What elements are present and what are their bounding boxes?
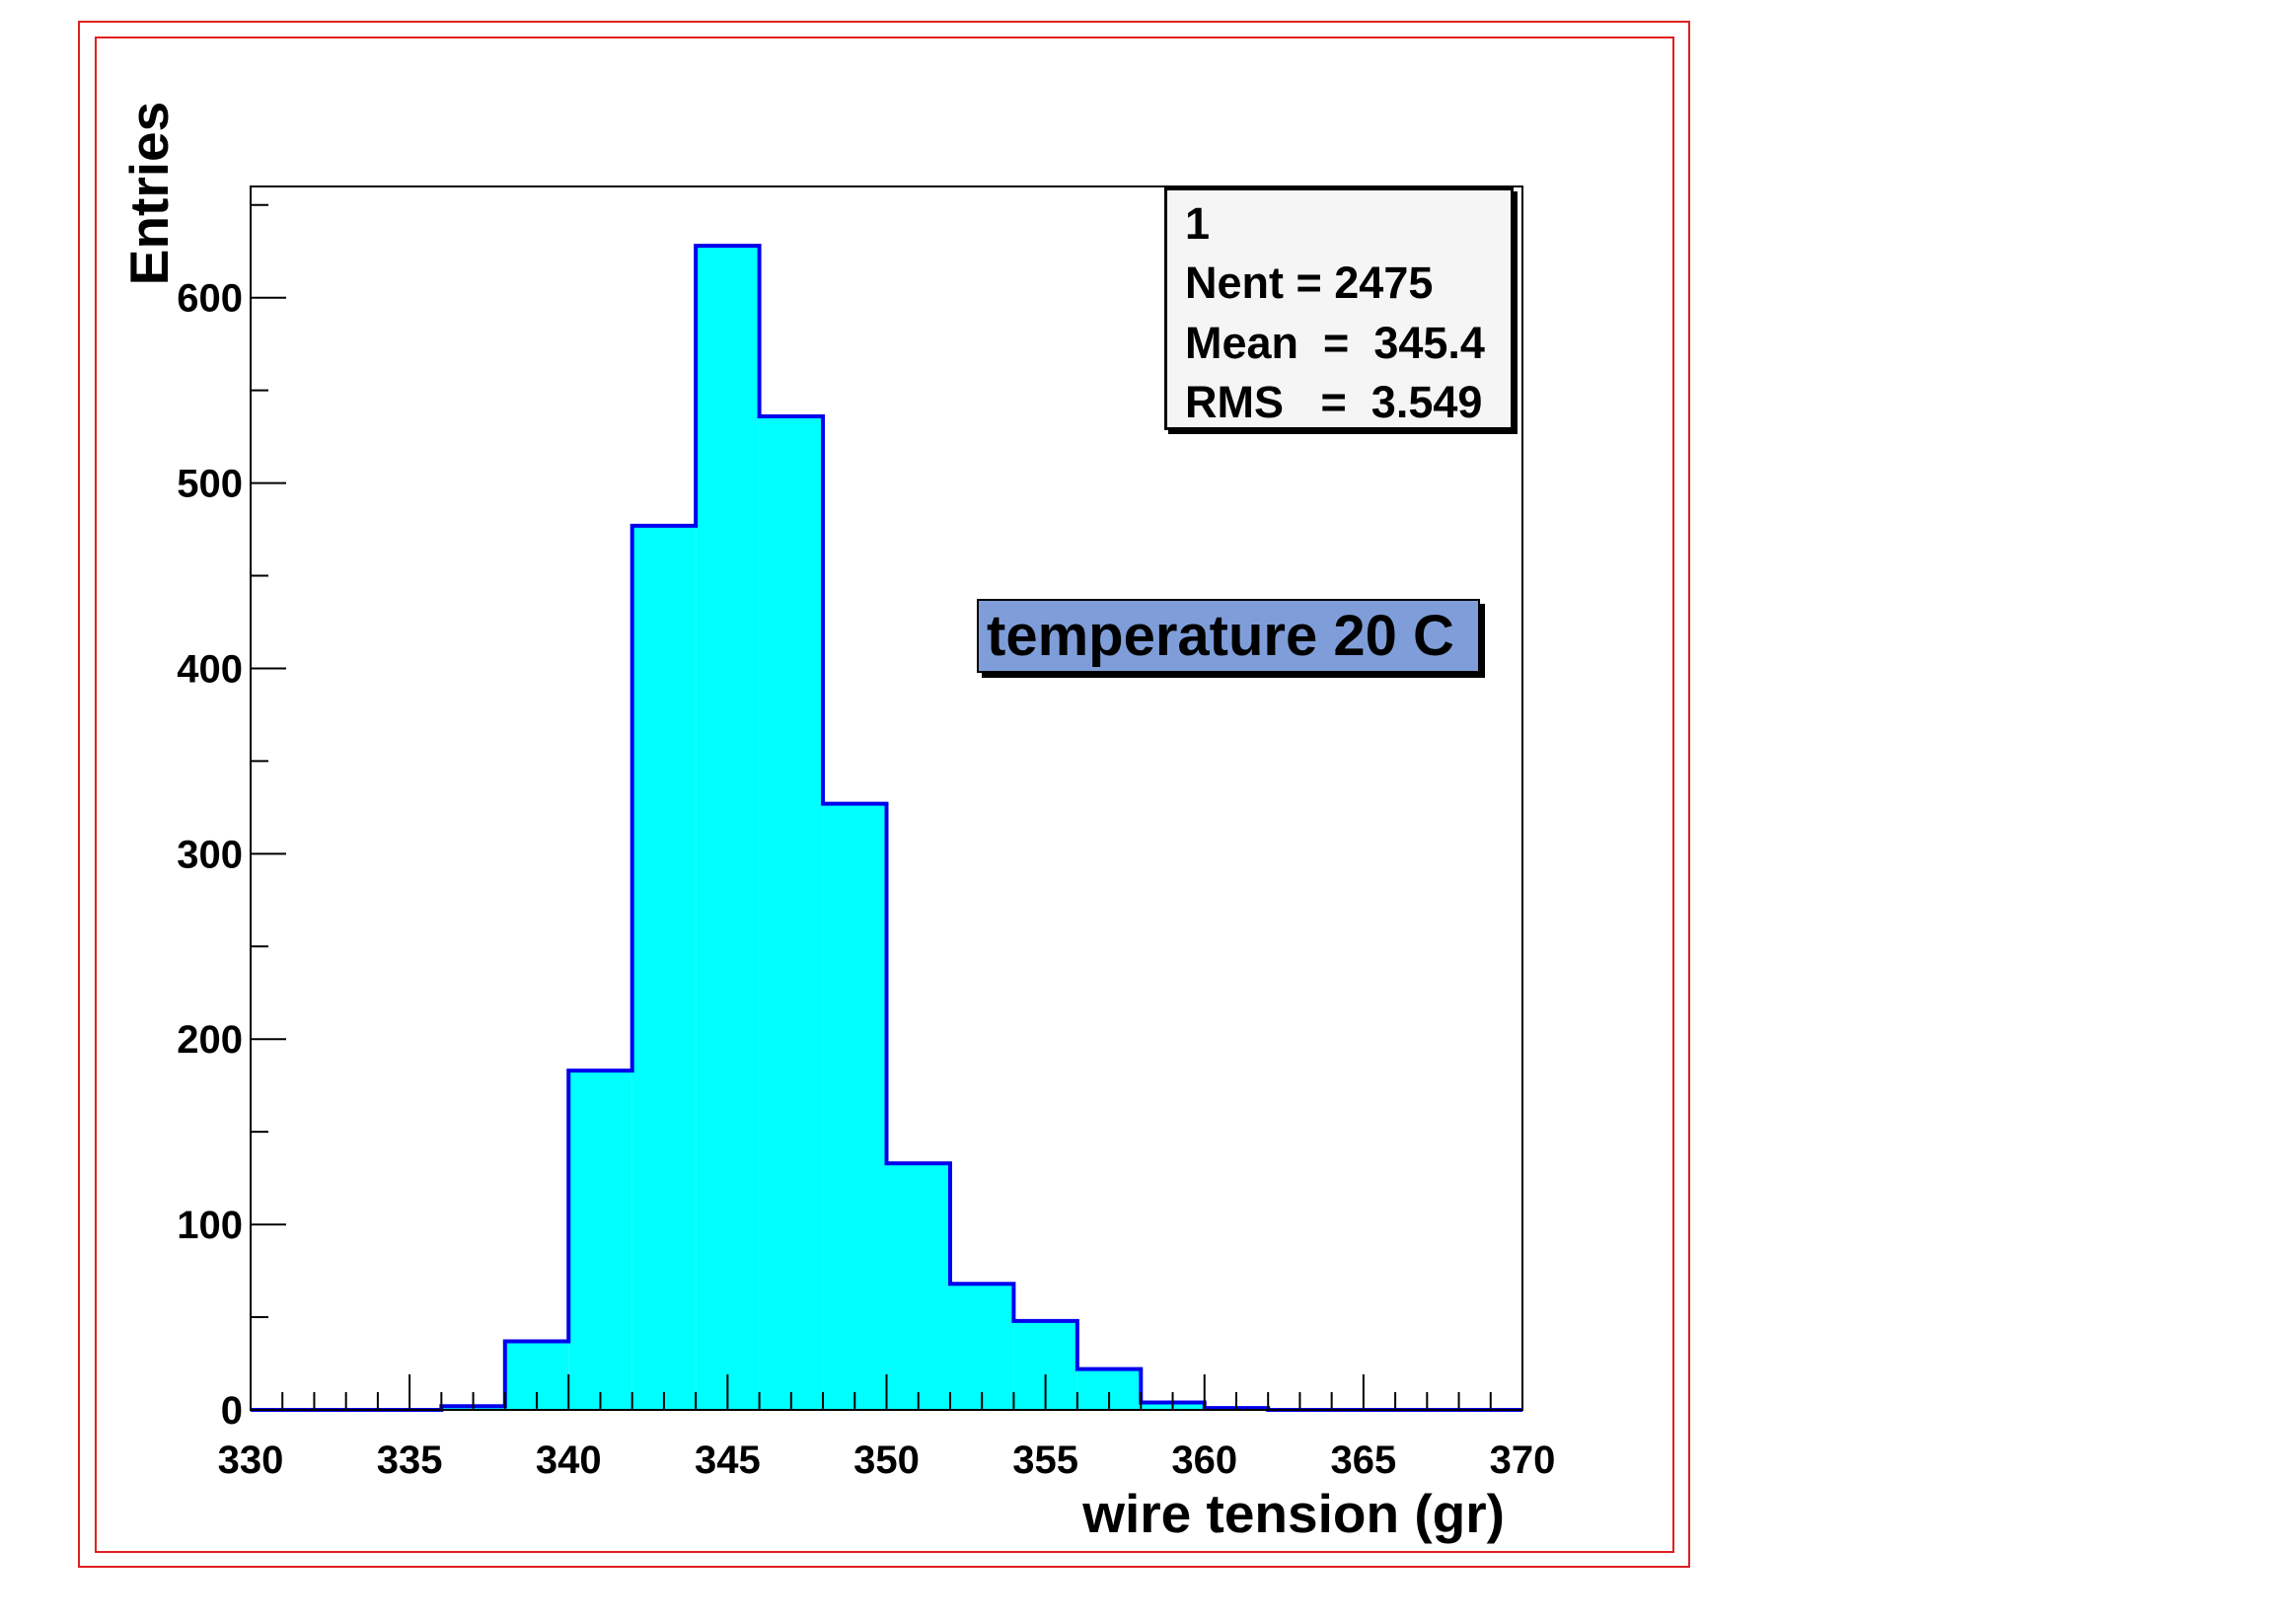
histogram-bin xyxy=(631,525,697,1410)
x-tick-label: 340 xyxy=(536,1439,602,1482)
x-tick-label: 365 xyxy=(1331,1439,1397,1482)
y-tick-label: 100 xyxy=(177,1204,243,1247)
y-tick-label: 300 xyxy=(177,833,243,876)
x-tick-label: 370 xyxy=(1490,1439,1556,1482)
x-axis-title: wire tension (gr) xyxy=(1081,1483,1505,1544)
histogram-bin xyxy=(568,1070,632,1410)
y-tick-label: 0 xyxy=(221,1389,243,1433)
histogram-outline xyxy=(251,244,1522,1412)
stats-rms: RMS = 3.549 xyxy=(1185,377,1483,427)
x-tick-label: 345 xyxy=(695,1439,761,1482)
temperature-label: temperature 20 C xyxy=(977,599,1480,673)
stats-nent: Nent = 2475 xyxy=(1185,258,1434,308)
stats-box: 1 Nent = 2475 Mean = 345.4 RMS = 3.549 xyxy=(1164,187,1514,430)
stats-mean: Mean = 345.4 xyxy=(1185,318,1485,368)
x-tick-label: 330 xyxy=(218,1439,284,1482)
x-tick-label: 355 xyxy=(1012,1439,1078,1482)
y-tick-label: 500 xyxy=(177,463,243,506)
histogram-bin xyxy=(759,415,824,1410)
x-tick-label: 350 xyxy=(853,1439,920,1482)
canvas-inner-frame xyxy=(95,37,1674,1553)
x-tick-label: 335 xyxy=(377,1439,443,1482)
stats-title: 1 xyxy=(1185,198,1211,249)
canvas-outer-frame xyxy=(78,21,1690,1568)
x-tick-label: 360 xyxy=(1171,1439,1237,1482)
histogram-bin xyxy=(886,1163,950,1410)
histogram-bin xyxy=(823,803,887,1410)
y-axis-title: Entries xyxy=(118,102,180,285)
histogram-bin xyxy=(949,1284,1014,1410)
y-tick-label: 400 xyxy=(177,647,243,691)
y-tick-label: 600 xyxy=(177,277,243,321)
histogram-bin xyxy=(696,246,760,1410)
y-tick-label: 200 xyxy=(177,1018,243,1062)
